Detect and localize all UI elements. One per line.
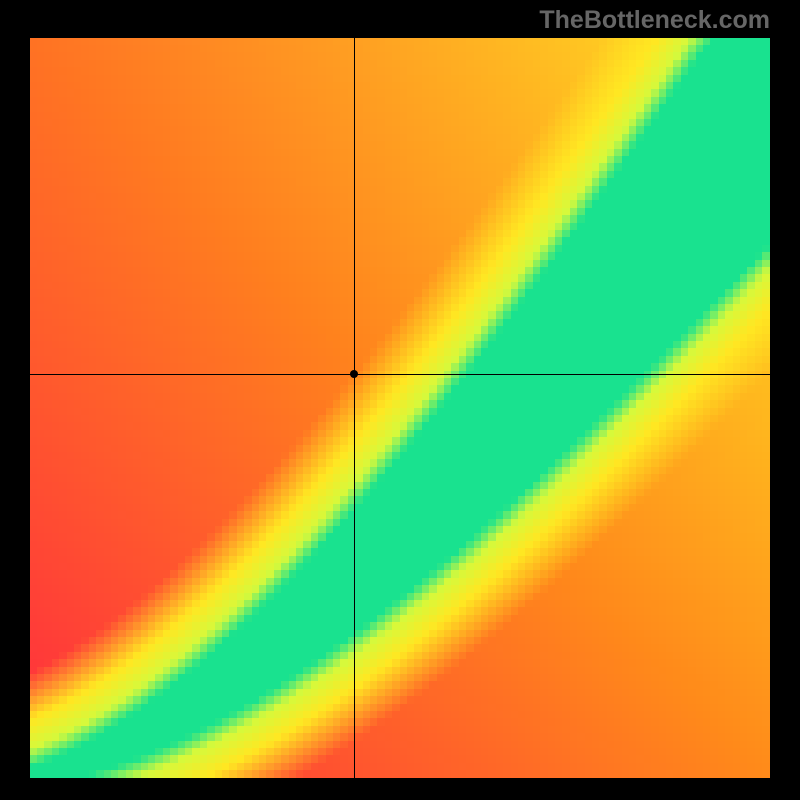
watermark-text: TheBottleneck.com	[539, 6, 770, 35]
heatmap-canvas	[30, 38, 770, 778]
crosshair-horizontal	[30, 374, 770, 375]
chart-root: TheBottleneck.com	[0, 0, 800, 800]
heatmap-plot	[30, 38, 770, 778]
crosshair-vertical	[354, 38, 355, 778]
